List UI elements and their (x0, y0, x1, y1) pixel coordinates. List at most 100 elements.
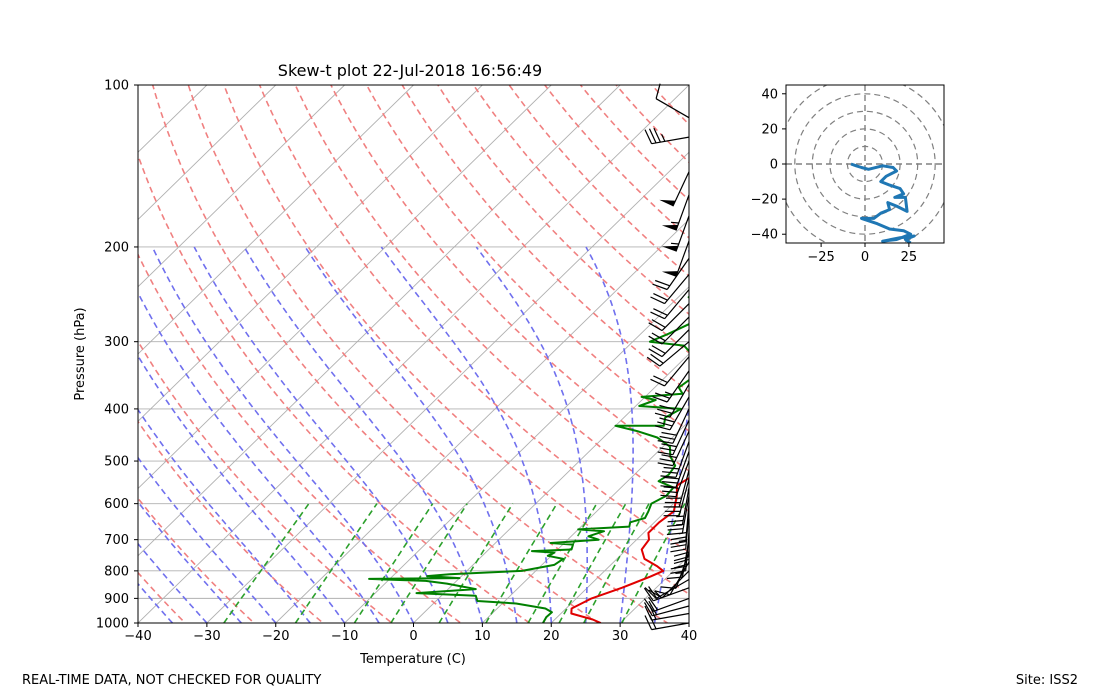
y-axis-label: Pressure (hPa) (73, 307, 88, 400)
dry-adiabat (258, 85, 689, 554)
dry-adiabat (223, 85, 689, 595)
wind-barb (663, 470, 690, 508)
dry-adiabat (138, 420, 325, 623)
hodograph-ticks: −25 0 25 −40 −20 0 20 40 (751, 87, 918, 265)
x-tick-label: −30 (193, 629, 220, 644)
chart-title: Skew-t plot 22-Jul-2018 16:56:49 (278, 61, 542, 80)
dry-adiabat (401, 85, 689, 393)
moist-adiabat (138, 500, 242, 623)
hodograph-rings (786, 85, 944, 243)
y-tick-label: 800 (104, 564, 129, 579)
dry-adiabat (151, 85, 600, 623)
wind-barb (670, 503, 690, 545)
dry-adiabat (294, 85, 689, 513)
dry-adiabat (138, 339, 394, 623)
y-tick-label: 300 (104, 335, 129, 350)
dry-adiabat (544, 85, 689, 239)
hodograph-ring (794, 93, 936, 235)
mixing-ratio-line (294, 503, 378, 623)
site-label: Site: ISS2 (1015, 673, 1078, 688)
isotherm-line (138, 85, 414, 355)
x-tick-label: −40 (124, 629, 151, 644)
wind-barb (660, 451, 690, 488)
skewt-profiles (368, 295, 689, 623)
isotherm-line (550, 487, 689, 623)
skewt-ticks: −40 −30 −20 −10 0 10 20 30 40 100 200 300 400 500 600 7… (96, 79, 697, 645)
wind-barb (661, 194, 690, 231)
y-tick-label: 200 (104, 240, 129, 255)
moist-adiabat (304, 246, 518, 623)
y-tick-label: 900 (104, 592, 129, 607)
wind-barb (648, 303, 690, 332)
wind-barb (650, 289, 690, 320)
wind-barb (660, 441, 690, 478)
wind-barb (655, 83, 690, 119)
isotherm-line (138, 85, 483, 422)
wind-barb (659, 171, 690, 207)
wind-barb (657, 408, 690, 444)
wind-barb (657, 430, 690, 467)
dry-adiabat (330, 85, 689, 472)
hodograph-x-tick-label: 0 (861, 250, 869, 265)
temperature-profile (570, 477, 689, 623)
isotherm-line (413, 353, 689, 623)
skewt-reference-lines (138, 85, 689, 623)
quality-disclaimer: REAL-TIME DATA, NOT CHECKED FOR QUALITY (22, 673, 322, 688)
hodograph-x-tick-label: 25 (901, 250, 918, 265)
wind-barb (652, 258, 690, 291)
wind-barb (661, 215, 690, 252)
x-tick-label: −10 (331, 629, 358, 644)
moist-adiabat (380, 246, 553, 623)
hodograph-y-tick-label: −20 (751, 193, 778, 208)
y-tick-label: 100 (104, 79, 129, 94)
isotherm-line (138, 85, 552, 490)
hodograph-x-tick-label: −25 (807, 250, 834, 265)
mixing-ratio-line (223, 503, 310, 623)
wind-barb (654, 383, 690, 418)
wind-barb (652, 370, 690, 403)
hodograph-axes: −25 0 25 −40 −20 0 20 40 (751, 84, 945, 265)
mixing-ratio-line (558, 503, 627, 623)
wind-barb (657, 420, 690, 456)
moist-adiabat (138, 542, 208, 623)
wind-barb (646, 341, 690, 367)
wind-barb (643, 596, 690, 612)
isotherm-line (344, 286, 689, 623)
moist-adiabat (688, 619, 689, 623)
moist-adiabat (151, 246, 415, 623)
wind-barb (666, 487, 690, 527)
dry-adiabat (138, 152, 531, 623)
moist-adiabat (138, 582, 174, 623)
wind-barb (654, 396, 690, 431)
moist-adiabat (138, 408, 311, 623)
y-tick-label: 600 (104, 497, 129, 512)
wind-barb (643, 600, 690, 617)
skewt-axes: −40 −30 −20 −10 0 10 20 30 40 100 200 300 400 500 600 7… (73, 61, 697, 667)
moist-adiabat (138, 354, 346, 623)
wind-barb (650, 356, 690, 387)
wind-barb (660, 460, 690, 498)
mixing-ratio-line (527, 503, 598, 623)
hodograph-y-tick-label: 0 (770, 158, 778, 173)
isotherm-line (275, 218, 689, 623)
y-tick-label: 700 (104, 533, 129, 548)
moist-adiabat (475, 246, 589, 623)
wind-barb (644, 127, 690, 145)
isotherm-line (138, 85, 689, 623)
hodograph-trace (850, 162, 916, 243)
isotherm-line (138, 85, 345, 288)
dewpoint-profile (368, 295, 689, 623)
isotherm-line (138, 85, 277, 221)
mixing-ratio-line (583, 503, 650, 623)
wind-barb (648, 316, 690, 345)
isotherm-line (482, 420, 689, 623)
hodograph-y-tick-label: 20 (761, 122, 778, 137)
x-tick-label: 40 (681, 629, 698, 644)
x-tick-label: −20 (262, 629, 289, 644)
moist-adiabat (585, 246, 634, 623)
y-tick-label: 1000 (96, 617, 129, 632)
hodograph-y-tick-label: −40 (751, 228, 778, 243)
x-tick-label: 30 (612, 629, 629, 644)
mixing-ratio-line (353, 503, 434, 623)
